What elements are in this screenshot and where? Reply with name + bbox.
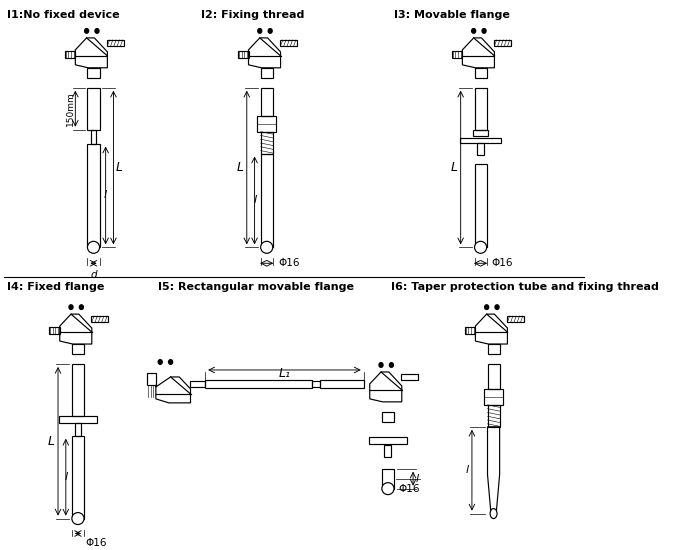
Bar [260,88,273,116]
Bar [320,380,364,388]
Bar [488,344,500,354]
Text: I3: Movable flange: I3: Movable flange [394,10,510,20]
Bar [91,316,108,322]
Text: l: l [104,190,107,200]
Bar [484,389,503,405]
Bar [50,327,60,334]
Bar [72,364,84,416]
Bar [401,374,418,380]
Text: L: L [48,434,54,448]
Text: L: L [450,161,457,174]
Text: Φ16: Φ16 [492,258,513,268]
Ellipse shape [475,241,487,254]
Bar [477,142,484,155]
Circle shape [485,305,489,310]
Text: l: l [65,472,67,482]
Bar [147,373,156,385]
Bar [507,316,524,322]
Ellipse shape [382,483,394,494]
Circle shape [268,29,272,33]
Bar [382,469,394,488]
Text: d: d [90,270,97,280]
Bar [465,327,475,334]
Ellipse shape [260,241,273,254]
Bar [72,436,84,519]
Circle shape [482,29,486,33]
Bar [384,445,392,456]
Text: Φ16: Φ16 [278,258,299,268]
Bar [65,51,75,58]
Circle shape [169,360,173,364]
Ellipse shape [72,513,84,525]
Ellipse shape [490,509,497,519]
Bar [494,40,511,46]
Text: 150mm: 150mm [66,91,75,126]
Bar [311,381,320,387]
Bar [279,40,297,46]
Bar [473,130,488,136]
Bar [475,68,487,78]
Bar [382,412,394,422]
Text: I6: Taper protection tube and fixing thread: I6: Taper protection tube and fixing thr… [392,282,660,292]
Text: L: L [116,161,123,174]
Text: I1:No fixed device: I1:No fixed device [7,10,120,20]
Bar [88,68,99,78]
Bar [72,344,84,354]
Circle shape [472,29,475,33]
Bar [488,364,500,389]
Text: Φ16: Φ16 [86,537,107,547]
Bar [369,437,407,444]
Circle shape [84,29,88,33]
Ellipse shape [88,241,99,254]
Bar [260,68,273,78]
Bar [488,405,500,427]
Bar [475,163,487,248]
Bar [475,88,487,130]
Text: l: l [253,195,256,206]
Circle shape [390,362,394,367]
Text: L₁: L₁ [278,367,290,380]
Bar [88,144,99,248]
Circle shape [495,305,499,310]
Text: Φ16: Φ16 [398,483,420,494]
Text: L: L [237,161,243,174]
Text: l: l [415,474,419,483]
Circle shape [95,29,99,33]
Bar [88,88,99,130]
Text: I2: Fixing thread: I2: Fixing thread [201,10,304,20]
Circle shape [80,305,84,310]
Text: I5: Rectangular movable flange: I5: Rectangular movable flange [158,282,354,292]
Bar [190,381,205,387]
Circle shape [69,305,73,310]
Bar [452,51,462,58]
Bar [257,116,276,131]
Text: l: l [465,465,469,475]
Bar [107,40,124,46]
Bar [75,423,81,436]
Bar [205,380,311,388]
Bar [91,130,96,144]
Circle shape [379,362,383,367]
Bar [260,153,273,248]
Circle shape [258,29,262,33]
Circle shape [158,360,163,364]
Bar [260,131,273,153]
Bar [460,138,501,142]
Bar [59,416,97,423]
Bar [238,51,248,58]
Text: I4: Fixed flange: I4: Fixed flange [7,282,104,292]
